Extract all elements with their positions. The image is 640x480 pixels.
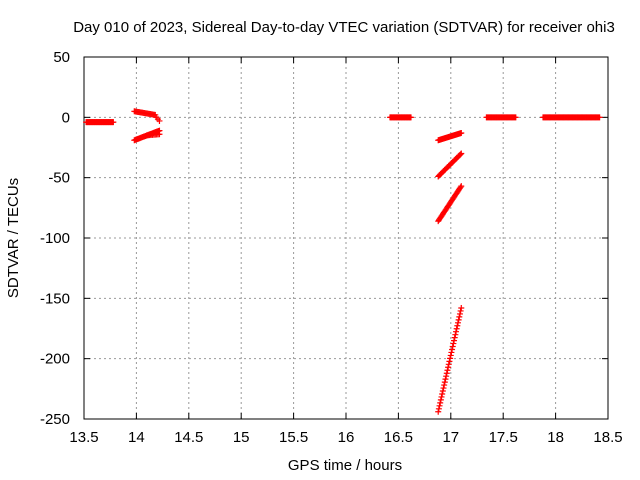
data-point	[439, 390, 446, 397]
series-seg-b2	[153, 114, 163, 124]
y-tick-labels: 50 0 -50 -100 -150 -200 -250	[40, 49, 70, 428]
data-point	[407, 114, 414, 121]
data-point	[448, 349, 455, 356]
y-axis-label: SDTVAR / TECUs	[5, 178, 22, 298]
y-tick-label: -100	[40, 230, 70, 247]
x-tick-label: 18	[547, 429, 564, 446]
data-point	[451, 337, 458, 344]
y-tick-label: -250	[40, 411, 70, 428]
data-point	[447, 352, 454, 359]
data-point	[439, 388, 446, 395]
y-tick-label: -200	[40, 351, 70, 368]
data-point	[442, 376, 449, 383]
y-tick-label: 50	[53, 49, 70, 66]
x-tick-label: 17.5	[489, 429, 518, 446]
axis-ticks	[83, 56, 609, 420]
data-point	[441, 379, 448, 386]
data-point	[457, 151, 464, 158]
data-point	[458, 150, 465, 157]
x-tick-label: 15.5	[279, 429, 308, 446]
data-point	[454, 319, 461, 326]
series-seg-i	[435, 304, 465, 415]
y-tick-label: -150	[40, 290, 70, 307]
x-tick-labels: 13.5 14 14.5 15 15.5 16 16.5 17 17.5 18 18.5	[69, 429, 622, 446]
data-point	[451, 334, 458, 341]
series-seg-e	[387, 114, 414, 121]
x-tick-label: 14.5	[174, 429, 203, 446]
x-tick-label: 16.5	[384, 429, 413, 446]
series-seg-j	[483, 114, 519, 121]
series-seg-d	[143, 131, 163, 139]
series-seg-k	[540, 114, 603, 121]
data-point	[156, 131, 163, 138]
data-point	[445, 364, 452, 371]
data-point	[457, 307, 464, 314]
data-point	[449, 346, 456, 353]
data-point	[456, 310, 463, 317]
y-tick-label: -50	[48, 170, 70, 187]
data-point	[449, 343, 456, 350]
data-point	[453, 328, 460, 335]
data-point	[458, 304, 465, 311]
data-point	[438, 393, 445, 400]
series-seg-a	[83, 119, 117, 126]
data-point	[512, 114, 519, 121]
data-point	[443, 370, 450, 377]
data-point	[458, 130, 465, 137]
y-tick-label: 0	[62, 109, 70, 126]
data-point	[437, 396, 444, 403]
data-point	[457, 184, 464, 191]
data-point	[453, 325, 460, 332]
series-seg-f	[435, 130, 465, 144]
data-point	[441, 382, 448, 389]
grid-lines	[84, 57, 608, 419]
data-point	[455, 316, 462, 323]
data-point	[456, 313, 463, 320]
data-point	[445, 361, 452, 368]
data-point	[596, 114, 603, 121]
data-point	[447, 355, 454, 362]
data-point	[437, 399, 444, 406]
series-seg-g	[435, 150, 465, 180]
x-tick-label: 16	[338, 429, 355, 446]
x-axis-label: GPS time / hours	[288, 457, 402, 474]
data-point	[436, 402, 443, 409]
data-point	[450, 340, 457, 347]
x-tick-label: 17	[442, 429, 459, 446]
x-tick-label: 14	[128, 429, 145, 446]
x-tick-label: 15	[233, 429, 250, 446]
data-point	[440, 385, 447, 392]
data-point	[446, 358, 453, 365]
data-point	[444, 367, 451, 374]
data-points	[83, 108, 603, 415]
data-point	[156, 117, 163, 124]
series-seg-h	[435, 183, 465, 225]
data-point	[443, 373, 450, 380]
x-tick-label: 18.5	[593, 429, 622, 446]
series-seg-b	[131, 108, 159, 118]
data-point	[110, 119, 117, 126]
data-point	[435, 405, 442, 412]
data-point	[458, 183, 465, 190]
data-point	[454, 322, 461, 329]
data-point	[452, 331, 459, 338]
data-point	[435, 408, 442, 415]
x-tick-label: 13.5	[69, 429, 98, 446]
chart-title: Day 010 of 2023, Sidereal Day-to-day VTE…	[73, 19, 615, 36]
